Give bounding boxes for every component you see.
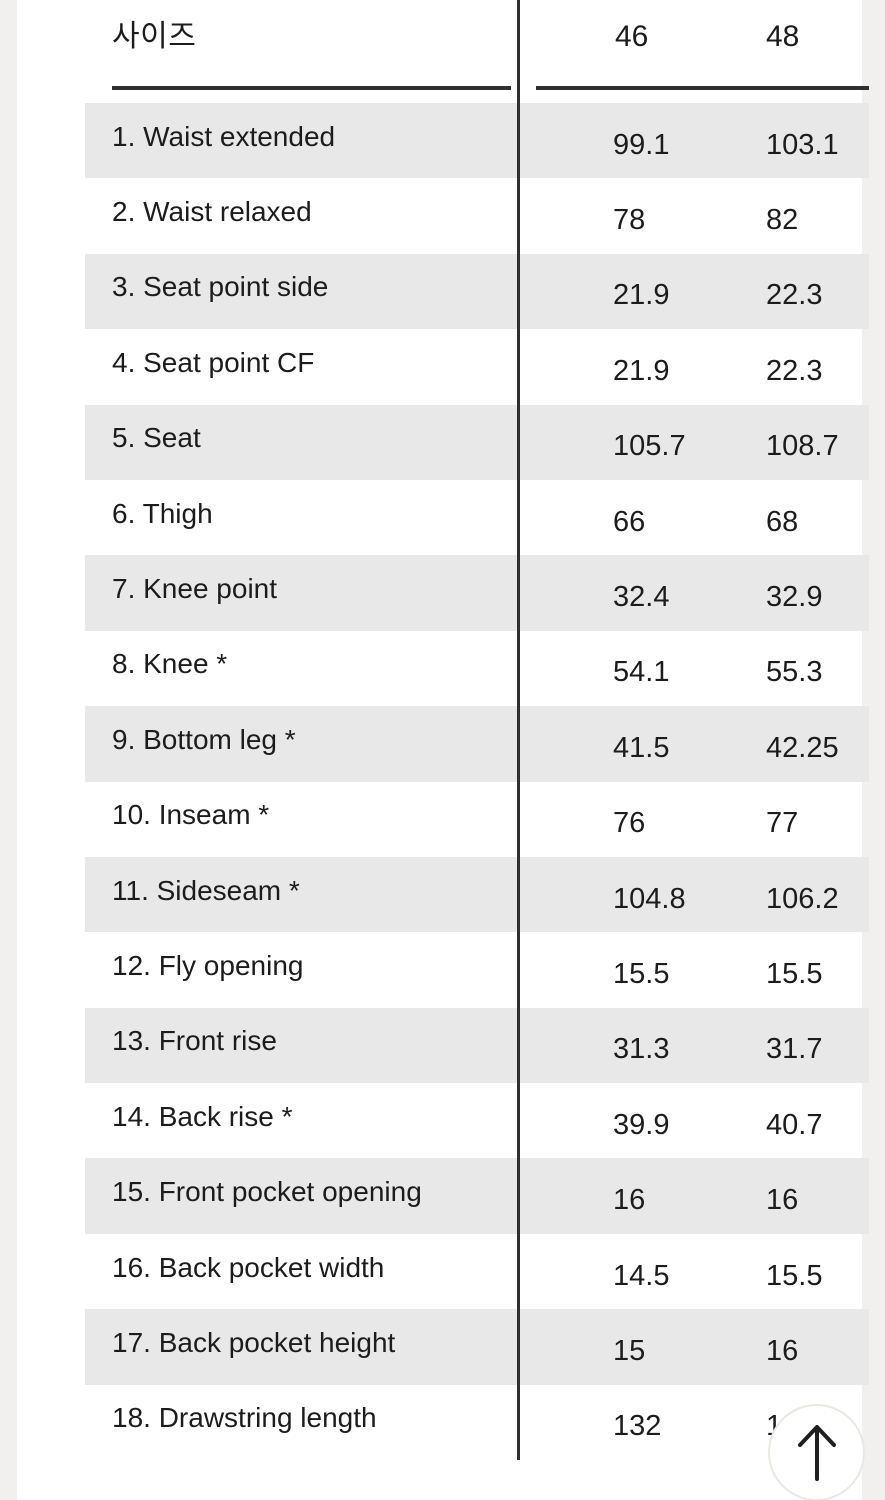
- size-48-value: 68: [766, 505, 799, 538]
- measurement-label: 17. Back pocket height: [112, 1327, 396, 1359]
- content-card: 사이즈 46 48 1. Waist extended 99.1 103.1 2…: [17, 0, 869, 1500]
- table-row: 6. Thigh 66 68: [85, 480, 869, 555]
- size-46-value: 31.3: [613, 1033, 670, 1066]
- measurement-label: 1. Waist extended: [112, 120, 336, 152]
- measurement-label: 6. Thigh: [112, 497, 213, 529]
- size-table: 1. Waist extended 99.1 103.1 2. Waist re…: [85, 103, 869, 1460]
- table-row: 5. Seat 105.7 108.7: [85, 404, 869, 480]
- size-46-value: 132: [613, 1410, 662, 1443]
- column-divider-line: [517, 0, 520, 1460]
- size-46-value: 54.1: [613, 656, 670, 689]
- size-48-value: 108.7: [766, 430, 839, 463]
- scroll-to-top-button[interactable]: [768, 1404, 865, 1500]
- size-46-value: 104.8: [613, 882, 686, 915]
- size-column-header-48: 48: [766, 20, 800, 53]
- measurement-label: 18. Drawstring length: [112, 1402, 377, 1434]
- table-row: 7. Knee point 32.4 32.9: [85, 555, 869, 631]
- size-48-value: 106.2: [766, 882, 839, 915]
- size-48-value: 55.3: [766, 656, 823, 689]
- measurement-label: 15. Front pocket opening: [112, 1176, 422, 1208]
- size-46-value: 32.4: [613, 581, 670, 614]
- table-row: 8. Knee * 54.1 55.3: [85, 631, 869, 706]
- table-row: 3. Seat point side 21.9 22.3: [85, 253, 869, 330]
- measurement-label: 7. Knee point: [112, 573, 278, 605]
- measurement-label: 5. Seat: [112, 422, 201, 454]
- size-48-value: 40.7: [766, 1108, 823, 1141]
- size-46-value: 15.5: [613, 958, 670, 991]
- up-arrow-icon: [794, 1424, 840, 1482]
- size-48-value: 31.7: [766, 1033, 823, 1066]
- size-46-value: 78: [613, 204, 646, 237]
- size-48-value: 16: [766, 1335, 799, 1368]
- size-46-value: 99.1: [613, 128, 670, 161]
- size-46-value: 66: [613, 505, 646, 538]
- table-row: 9. Bottom leg * 41.5 42.25: [85, 706, 869, 782]
- measurement-label: 10. Inseam *: [112, 799, 270, 831]
- measurement-label: 9. Bottom leg *: [112, 723, 296, 755]
- size-48-value: 103.1: [766, 128, 839, 161]
- measurement-label: 3. Seat point side: [112, 271, 329, 303]
- size-48-value: 82: [766, 204, 799, 237]
- table-row: 13. Front rise 31.3 31.7: [85, 1007, 869, 1084]
- size-48-value: 16: [766, 1184, 799, 1217]
- measurement-label: 8. Knee *: [112, 648, 228, 680]
- size-46-value: 105.7: [613, 430, 686, 463]
- table-row: 16. Back pocket width 14.5 15.5: [85, 1234, 869, 1309]
- size-48-value: 42.25: [766, 731, 839, 764]
- size-48-value: 15.5: [766, 958, 823, 991]
- table-row: 18. Drawstring length 132 136: [85, 1385, 869, 1460]
- measurement-label: 14. Back rise *: [112, 1100, 293, 1132]
- measurement-label: 13. Front rise: [112, 1025, 277, 1057]
- table-row: 10. Inseam * 76 77: [85, 782, 869, 857]
- size-46-value: 76: [613, 807, 646, 840]
- size-48-value: 15.5: [766, 1259, 823, 1292]
- size-46-value: 14.5: [613, 1259, 670, 1292]
- size-46-value: 15: [613, 1335, 646, 1368]
- table-row: 12. Fly opening 15.5 15.5: [85, 932, 869, 1007]
- size-46-value: 21.9: [613, 279, 670, 312]
- measurement-label: 2. Waist relaxed: [112, 196, 312, 228]
- size-48-value: 22.3: [766, 279, 823, 312]
- size-46-value: 21.9: [613, 354, 670, 387]
- size-chart-title: 사이즈: [112, 20, 197, 53]
- table-row: 1. Waist extended 99.1 103.1: [85, 103, 869, 179]
- size-48-value: 22.3: [766, 354, 823, 387]
- size-46-value: 39.9: [613, 1108, 670, 1141]
- table-row: 11. Sideseam * 104.8 106.2: [85, 856, 869, 933]
- table-row: 14. Back rise * 39.9 40.7: [85, 1083, 869, 1158]
- table-row: 15. Front pocket opening 16 16: [85, 1158, 869, 1234]
- table-row: 17. Back pocket height 15 16: [85, 1309, 869, 1385]
- size-46-value: 16: [613, 1184, 646, 1217]
- table-row: 4. Seat point CF 21.9 22.3: [85, 329, 869, 404]
- header-divider-right: [536, 86, 869, 90]
- measurement-label: 16. Back pocket width: [112, 1251, 385, 1283]
- size-column-header-46: 46: [615, 20, 649, 53]
- table-row: 2. Waist relaxed 78 82: [85, 178, 869, 253]
- size-48-value: 77: [766, 807, 799, 840]
- header-divider-left: [112, 86, 511, 90]
- size-46-value: 41.5: [613, 731, 670, 764]
- size-48-value: 32.9: [766, 581, 823, 614]
- measurement-label: 4. Seat point CF: [112, 347, 315, 379]
- measurement-label: 11. Sideseam *: [112, 874, 300, 906]
- measurement-label: 12. Fly opening: [112, 950, 304, 982]
